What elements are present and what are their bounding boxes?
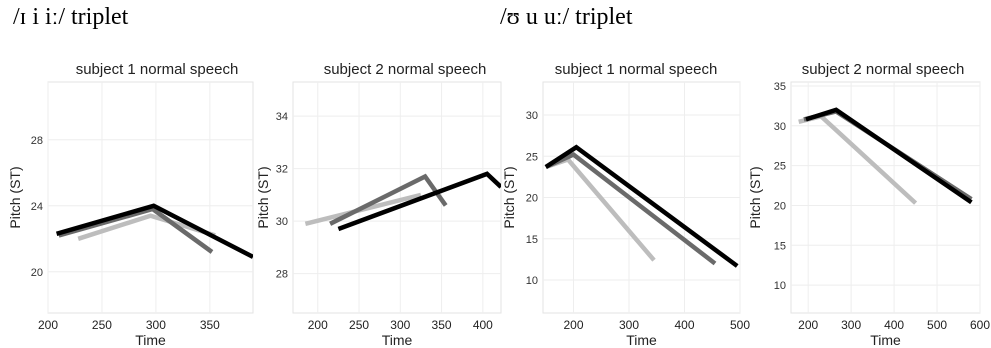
y-axis-label: Pitch (ST) bbox=[255, 166, 271, 228]
x-tick-label: 400 bbox=[674, 318, 694, 332]
series-line-3 bbox=[805, 107, 973, 205]
series-line-3 bbox=[55, 203, 253, 259]
x-tick-label: 200 bbox=[564, 318, 584, 332]
series-line-2 bbox=[329, 173, 448, 226]
y-tick-label: 25 bbox=[774, 161, 786, 173]
y-axis-label: Pitch (ST) bbox=[501, 166, 517, 228]
x-tick-label: 250 bbox=[92, 318, 112, 332]
y-tick-label: 30 bbox=[526, 110, 538, 122]
x-tick-label: 300 bbox=[390, 318, 410, 332]
y-tick-label: 20 bbox=[526, 193, 538, 205]
x-tick-label: 600 bbox=[970, 318, 990, 332]
triplet-title-right: /ʊ u uː/ triplet bbox=[500, 4, 633, 30]
x-tick-label: 200 bbox=[798, 318, 818, 332]
x-tick-label: 400 bbox=[473, 318, 493, 332]
y-tick-label: 34 bbox=[276, 111, 288, 123]
y-tick-label: 35 bbox=[774, 81, 786, 93]
x-axis-label: Time bbox=[382, 332, 413, 348]
y-tick-label: 20 bbox=[31, 267, 43, 279]
series-line-3 bbox=[337, 171, 501, 232]
y-tick-label: 28 bbox=[31, 135, 43, 147]
x-axis-label: Time bbox=[626, 332, 657, 348]
y-tick-label: 25 bbox=[526, 151, 538, 163]
y-tick-label: 10 bbox=[774, 280, 786, 292]
x-axis-label: Time bbox=[135, 332, 166, 348]
series-line-2 bbox=[58, 206, 214, 254]
chart-panel-3: 200 300 400 500 10 15 20 25 30 subject 1 normal s… bbox=[501, 61, 750, 348]
x-tick-label: 250 bbox=[349, 318, 369, 332]
chart-title: subject 2 normal speech bbox=[324, 61, 487, 78]
chart-title: subject 1 normal speech bbox=[76, 61, 239, 78]
x-tick-label: 400 bbox=[884, 318, 904, 332]
chart-title: subject 1 normal speech bbox=[555, 61, 718, 78]
y-tick-label: 30 bbox=[276, 216, 288, 228]
plot-area bbox=[292, 81, 502, 314]
y-tick-label: 15 bbox=[526, 234, 538, 246]
triplet-title-left: /ɪ i iː/ triplet bbox=[13, 4, 129, 30]
x-tick-label: 200 bbox=[38, 318, 58, 332]
y-axis-label: Pitch (ST) bbox=[747, 166, 763, 228]
y-tick-label: 24 bbox=[31, 201, 43, 213]
chart-panel-1: 200 250 300 350 20 24 28 subject 1 normal speec… bbox=[7, 61, 254, 348]
y-tick-label: 20 bbox=[774, 200, 786, 212]
x-tick-label: 300 bbox=[841, 318, 861, 332]
chart-panel-2: 200 250 300 350 400 28 30 32 34 subject 2 normal … bbox=[255, 61, 502, 348]
x-tick-label: 350 bbox=[432, 318, 452, 332]
y-tick-label: 30 bbox=[774, 121, 786, 133]
x-tick-label: 300 bbox=[146, 318, 166, 332]
y-tick-label: 32 bbox=[276, 164, 288, 176]
x-tick-label: 200 bbox=[308, 318, 328, 332]
y-tick-label: 15 bbox=[774, 240, 786, 252]
x-tick-label: 300 bbox=[619, 318, 639, 332]
y-tick-label: 28 bbox=[276, 269, 288, 281]
plot-area bbox=[47, 81, 254, 314]
x-tick-label: 500 bbox=[927, 318, 947, 332]
x-tick-label: 350 bbox=[200, 318, 220, 332]
y-axis-label: Pitch (ST) bbox=[7, 166, 23, 228]
x-axis-label: Time bbox=[870, 332, 901, 348]
chart-panel-4: 200 300 400 500 600 10 15 20 25 30 35 subject 2 nor… bbox=[747, 61, 990, 348]
chart-title: subject 2 normal speech bbox=[802, 61, 965, 78]
series-line-3 bbox=[544, 144, 739, 268]
x-tick-label: 500 bbox=[730, 318, 750, 332]
y-tick-label: 10 bbox=[526, 275, 538, 287]
